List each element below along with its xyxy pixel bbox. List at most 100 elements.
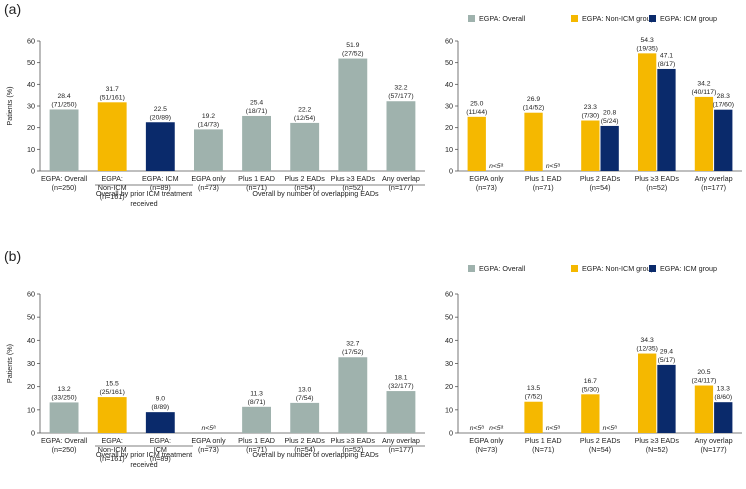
panel-b-right-data-label: n<5ᵃ [546,425,561,432]
panel-a-left-bar [194,129,223,171]
panel-a-left-x-tick-label: (n=54) [294,183,315,192]
panel-a-right-data-label: (8/17) [658,61,676,68]
panel-a-right-y-tick-label: 10 [445,145,453,154]
panel-a-right-y-tick-label: 30 [445,102,453,111]
panel-b-right-x-tick-label: Plus 2 EADs [580,436,621,445]
panel-a-right-data-label: (14/52) [523,105,545,112]
panel-a-right-x-tick-label: (n=177) [701,183,726,192]
panel-b-left-x-tick-label: (n=161) [100,454,125,463]
panel-b-right-data-label: 34.3 [641,337,654,344]
panel-a-right-data-label: (5/24) [601,118,619,125]
panel-b-right-bar-nonicm [694,385,714,433]
panel-b-right-data-label: (7/52) [525,394,543,401]
panel-a-left-data-label: 31.7 [106,86,119,93]
panel-a-left-data-label: (51/161) [100,94,125,101]
panel-b-left-data-label: 13.2 [57,386,70,393]
panel-b-left-x-tick-label: (n=54) [294,445,315,454]
panel-b-left-data-label: (8/89) [151,404,169,411]
panel-a-right-bar-nonicm [637,53,657,171]
panel-b-left-x-tick-label: (n=73) [198,445,219,454]
panel-a-left-bar [49,109,79,171]
panel-b-left-x-tick-label: EGPA: Overall [41,436,88,445]
panel-b-right-data-label: n<5ᵃ [603,425,618,432]
panel-a-legend-label: EGPA: ICM group [660,14,717,23]
panel-a-right-x-tick-label: Plus 1 EAD [525,174,562,183]
panel-b-right-data-label: 13.3 [717,386,730,393]
panel-a-right-data-label: 25.0 [470,100,483,107]
panel-b-legend-label: EGPA: Overall [479,264,526,273]
panel-a-left-data-label: (57/177) [388,93,413,100]
panel-a-left-x-tick-label: (n=73) [198,183,219,192]
panel-b-left-data-label: (32/177) [388,383,413,390]
panel-b-left-x-tick-label: (n=89) [150,454,171,463]
panel-b-right-data-label: (24/117) [692,378,717,385]
panel-a-right-bar-icm [600,125,619,171]
panel-b-right-data-label: (12/35) [636,346,658,353]
panel-b-left-x-tick-label: EGPA: [101,436,122,445]
panel-a-right-x-tick-label: (n=52) [646,183,667,192]
panel-b-left-bar [145,412,175,433]
panel-a-legend-swatch [468,15,475,22]
panel-a-right-data-label: (40/117) [692,89,717,96]
panel-b-left-data-label: (8/71) [248,399,266,406]
panel-b-right-x-tick-label: EGPA only [469,436,504,445]
panel-a-legend-swatch [649,15,656,22]
panel-a-right-data-label: (17/60) [712,102,734,109]
panel-a-right-bar-nonicm [524,112,543,171]
panel-b-left-x-tick-label: ICM [154,445,167,454]
panel-a-left-bar [338,58,368,171]
panel-b-right-bar-icm [657,364,676,433]
panel-b-left-data-label: 13.0 [298,386,311,393]
panel-b-group-label: Overall by prior ICM treatment received [96,450,192,469]
panel-b-left-x-tick-label: EGPA: [150,436,171,445]
panel-b-right-y-tick-label: 20 [445,382,453,391]
panel-a-right-x-tick-label: EGPA only [469,174,504,183]
panel-b-left-y-tick-label: 10 [27,405,35,414]
panel-a-left-data-label: (27/52) [342,51,364,58]
panel-b-left-bar [386,391,416,433]
panel-a-legend-label: EGPA: Overall [479,14,526,23]
panel-a-left-bar [386,101,416,171]
panel-a-left-x-tick-label: Plus 1 EAD [238,174,275,183]
panel-a-right-data-label: 47.1 [660,52,673,59]
panel-a-left-data-label: (18/71) [246,108,268,115]
panel-a-left-x-tick-label: (n=89) [150,183,171,192]
panel-a-left-x-tick-label: (n=71) [246,183,267,192]
panel-a-right-bar-nonicm [581,120,600,171]
panel-b-right-data-label: 16.7 [584,378,597,385]
panel-b-right-x-tick-label: (N=73) [475,445,497,454]
panel-a-left-x-tick-label: Plus 2 EADs [285,174,326,183]
panel-b-left-data-label: (17/52) [342,349,364,356]
panel-a-right-x-tick-label: (n=73) [476,183,497,192]
panel-b-label: (b) [4,248,21,264]
panel-b-right-y-tick-label: 30 [445,359,453,368]
panel-a-right-y-tick-label: 40 [445,80,453,89]
panel-a-right-data-label: 34.2 [697,80,710,87]
panel-b-left-x-tick-label: Plus 1 EAD [238,436,275,445]
panel-b: (b) EGPA: Overall EGPA: Non-ICM group EGPA:… [4,248,742,469]
panel-b-left-data-label: 15.5 [106,381,119,388]
panel-b-left-y-tick-label: 30 [27,359,35,368]
panel-a-right-x-tick-label: Plus 2 EADs [580,174,621,183]
panel-b-left-data-label: n<5ᵃ [201,425,216,432]
panel-b-right-data-label: (5/30) [581,386,599,393]
panel-a-left-data-label: 28.4 [57,93,70,100]
panel-a-left-x-tick-label: (n=52) [342,183,363,192]
panel-a-legend-swatch [571,15,578,22]
panel-a-right-data-label: 26.9 [527,96,540,103]
panel-a-left-data-label: 51.9 [346,42,359,49]
panel-b-left-x-tick-label: Any overlap [382,436,420,445]
panel-b-left-x-tick-label: (n=177) [388,445,413,454]
panel-a-right-data-label: 23.3 [584,104,597,111]
panel-b-left-x-tick-label: (n=71) [246,445,267,454]
panel-b-left-bar [338,357,368,433]
panel-b-left-data-label: 11.3 [250,390,263,397]
panel-b-left-data-label: (7/54) [296,395,314,402]
panel-b-right-bar-nonicm [524,401,543,433]
panel-b-right-data-label: 29.4 [660,348,673,355]
panel-b-right-x-tick-label: Plus 1 EAD [525,436,562,445]
panel-b-left-y-tick-label: 50 [27,313,35,322]
panel-a-left-y-tick-label: 30 [27,102,35,111]
panel-a-right-y-tick-label: 60 [445,37,453,46]
panel-a-left-x-tick-label: (n=250) [52,183,77,192]
